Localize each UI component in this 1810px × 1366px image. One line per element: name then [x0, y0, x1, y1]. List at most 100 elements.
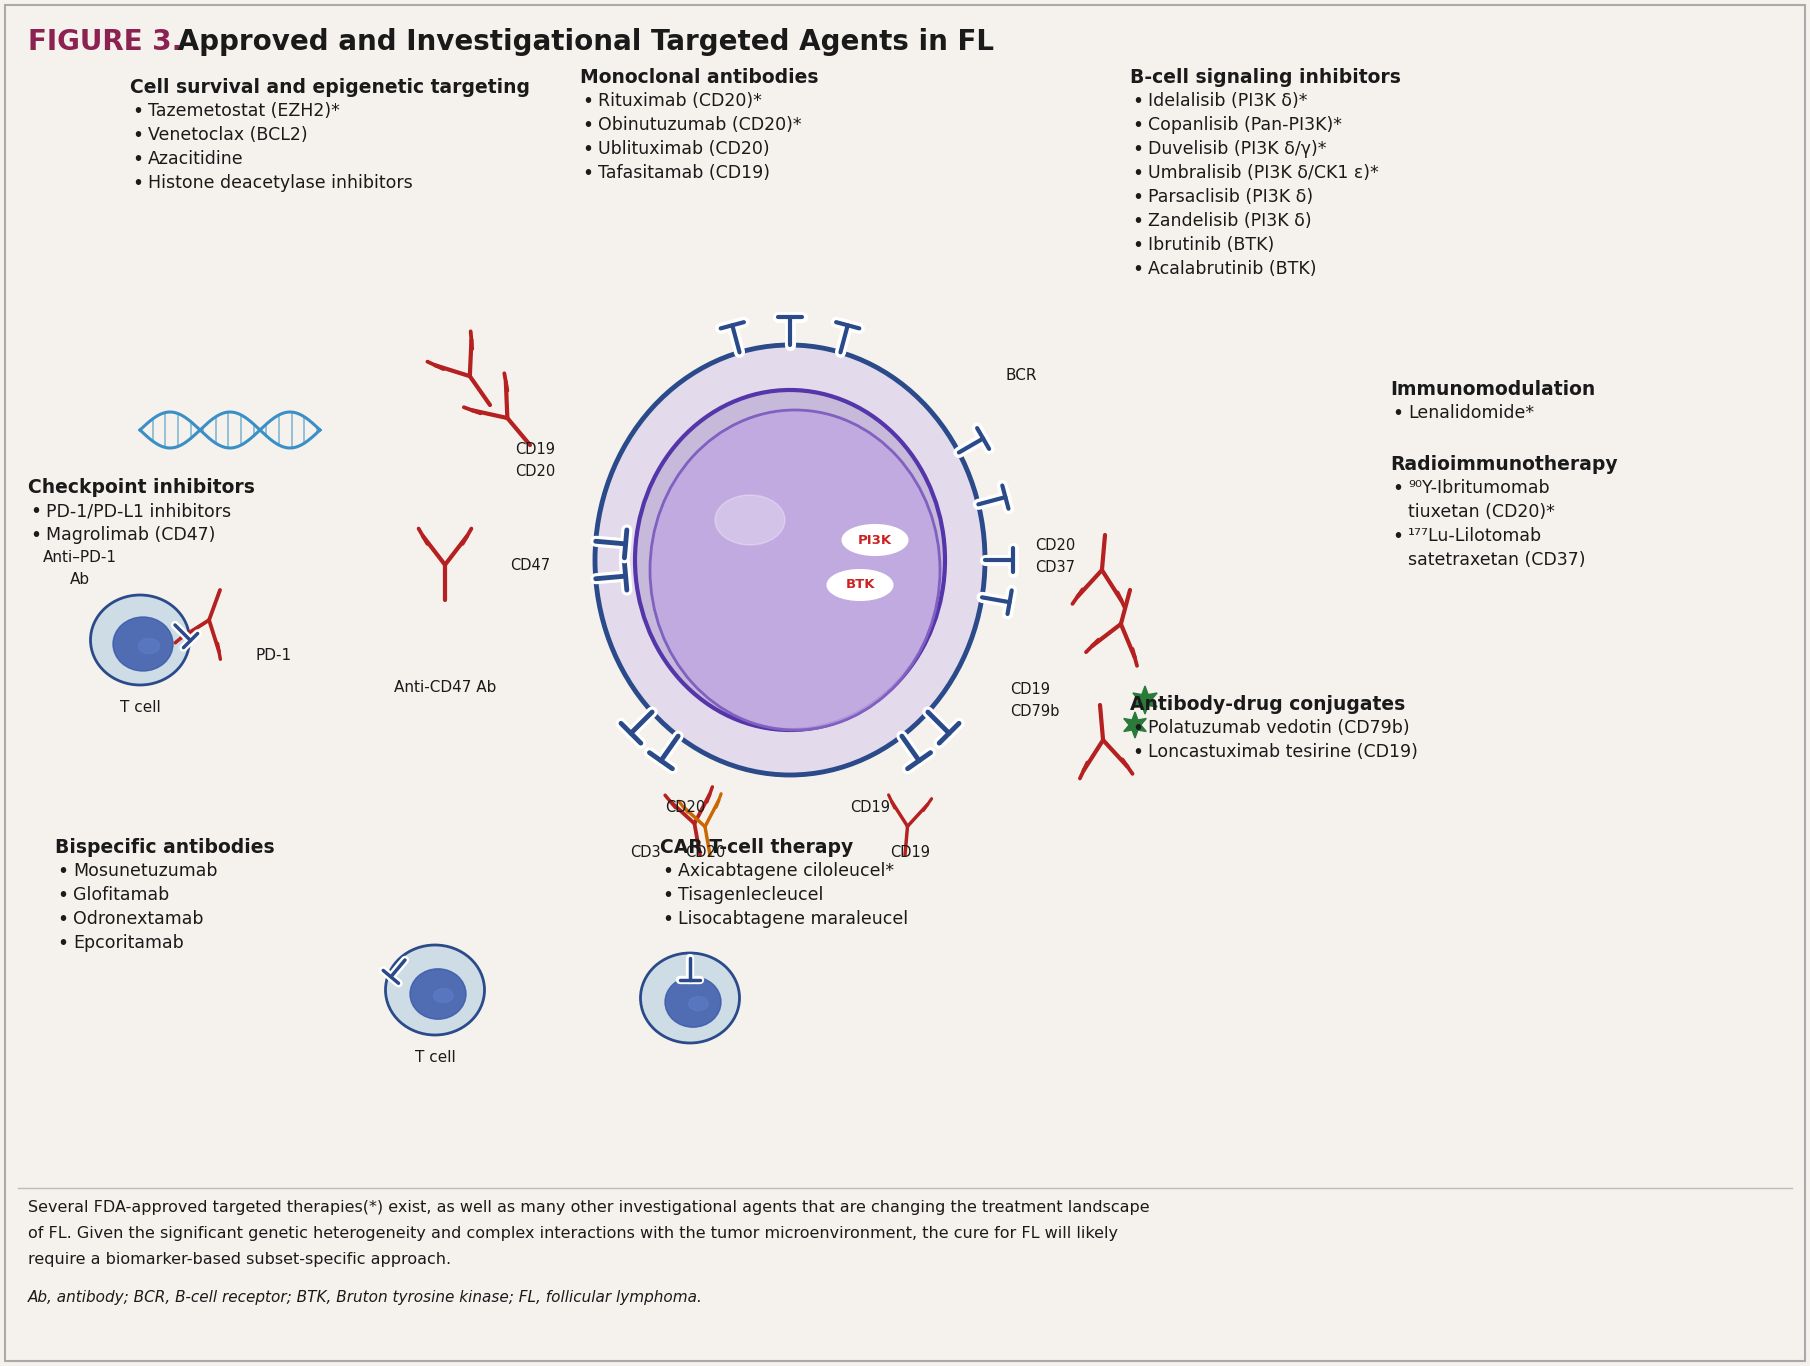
Text: Ublituximab (CD20): Ublituximab (CD20) [597, 139, 769, 158]
Text: Idelalisib (PI3K δ)*: Idelalisib (PI3K δ)* [1148, 92, 1307, 111]
Ellipse shape [595, 346, 985, 775]
Text: Anti–PD-1: Anti–PD-1 [43, 550, 118, 566]
Text: PD-1/PD-L1 inhibitors: PD-1/PD-L1 inhibitors [45, 501, 232, 520]
Text: Acalabrutinib (BTK): Acalabrutinib (BTK) [1148, 260, 1316, 279]
Text: Epcoritamab: Epcoritamab [72, 934, 185, 952]
Text: •: • [583, 116, 594, 135]
Text: Magrolimab (CD47): Magrolimab (CD47) [45, 526, 215, 544]
Text: Copanlisib (Pan-PI3K)*: Copanlisib (Pan-PI3K)* [1148, 116, 1341, 134]
Text: Polatuzumab vedotin (CD79b): Polatuzumab vedotin (CD79b) [1148, 719, 1410, 738]
Text: require a biomarker-based subset-specific approach.: require a biomarker-based subset-specifi… [27, 1253, 451, 1268]
Text: satetraxetan (CD37): satetraxetan (CD37) [1408, 550, 1586, 570]
Text: •: • [1392, 527, 1403, 546]
Text: •: • [132, 126, 143, 145]
Text: •: • [132, 173, 143, 193]
Text: Radioimmunotherapy: Radioimmunotherapy [1390, 455, 1618, 474]
Text: •: • [662, 910, 673, 929]
Text: CD19: CD19 [891, 846, 930, 861]
Text: Odronextamab: Odronextamab [72, 910, 203, 928]
Ellipse shape [434, 989, 452, 1003]
Text: Duvelisib (PI3K δ/γ)*: Duvelisib (PI3K δ/γ)* [1148, 139, 1327, 158]
Text: Immunomodulation: Immunomodulation [1390, 380, 1595, 399]
Text: B-cell signaling inhibitors: B-cell signaling inhibitors [1129, 68, 1401, 87]
Text: Ibrutinib (BTK): Ibrutinib (BTK) [1148, 236, 1274, 254]
Text: CAR T-cell therapy: CAR T-cell therapy [661, 837, 853, 856]
Ellipse shape [90, 596, 190, 684]
Text: ¹⁷⁷Lu-Lilotomab: ¹⁷⁷Lu-Lilotomab [1408, 527, 1542, 545]
Ellipse shape [635, 391, 945, 729]
Text: Monoclonal antibodies: Monoclonal antibodies [579, 68, 818, 87]
Text: Histone deacetylase inhibitors: Histone deacetylase inhibitors [148, 173, 413, 193]
Text: •: • [1131, 719, 1144, 738]
Text: CD20: CD20 [664, 800, 706, 816]
Text: •: • [56, 934, 69, 953]
Text: T cell: T cell [119, 699, 161, 714]
Ellipse shape [715, 494, 786, 545]
Text: CD19: CD19 [516, 443, 556, 458]
Text: Cell survival and epigenetic targeting: Cell survival and epigenetic targeting [130, 78, 530, 97]
Text: •: • [1392, 479, 1403, 499]
Text: •: • [1131, 212, 1144, 231]
Text: BTK: BTK [845, 578, 874, 591]
Text: Tisagenlecleucel: Tisagenlecleucel [679, 887, 824, 904]
Text: •: • [583, 164, 594, 183]
Text: Lisocabtagene maraleucel: Lisocabtagene maraleucel [679, 910, 909, 928]
Text: Glofitamab: Glofitamab [72, 887, 170, 904]
Text: •: • [56, 910, 69, 929]
Text: •: • [1131, 260, 1144, 279]
Text: •: • [56, 887, 69, 906]
Text: •: • [583, 92, 594, 111]
Text: Ab, antibody; BCR, B-cell receptor; BTK, Bruton tyrosine kinase; FL, follicular : Ab, antibody; BCR, B-cell receptor; BTK,… [27, 1290, 702, 1305]
Text: •: • [1131, 139, 1144, 158]
Text: •: • [1131, 189, 1144, 208]
Text: •: • [1131, 743, 1144, 762]
Text: Bispecific antibodies: Bispecific antibodies [54, 837, 275, 856]
Text: Venetoclax (BCL2): Venetoclax (BCL2) [148, 126, 308, 143]
Text: Several FDA-approved targeted therapies(*) exist, as well as many other investig: Several FDA-approved targeted therapies(… [27, 1199, 1149, 1214]
Text: Anti-CD47 Ab: Anti-CD47 Ab [395, 680, 496, 695]
Text: •: • [583, 139, 594, 158]
Text: •: • [1131, 92, 1144, 111]
Text: CD79b: CD79b [1010, 705, 1059, 720]
Text: •: • [56, 862, 69, 881]
Text: CD20: CD20 [514, 464, 556, 479]
Ellipse shape [664, 977, 720, 1027]
Polygon shape [1124, 712, 1146, 738]
Text: Rituximab (CD20)*: Rituximab (CD20)* [597, 92, 762, 111]
Text: Axicabtagene ciloleucel*: Axicabtagene ciloleucel* [679, 862, 894, 880]
Text: •: • [1131, 164, 1144, 183]
Ellipse shape [827, 570, 892, 600]
Text: CD20: CD20 [1035, 537, 1075, 552]
Text: Lenalidomide*: Lenalidomide* [1408, 404, 1535, 422]
Text: FIGURE 3.: FIGURE 3. [27, 27, 183, 56]
Text: CD47: CD47 [510, 557, 550, 572]
Text: Antibody-drug conjugates: Antibody-drug conjugates [1129, 695, 1405, 714]
Text: Parsaclisib (PI3K δ): Parsaclisib (PI3K δ) [1148, 189, 1312, 206]
Text: ⁹⁰Y-Ibritumomab: ⁹⁰Y-Ibritumomab [1408, 479, 1549, 497]
Ellipse shape [139, 638, 159, 653]
Polygon shape [1133, 686, 1157, 714]
Ellipse shape [842, 525, 907, 555]
Text: CD20: CD20 [684, 846, 726, 861]
Text: Tazemetostat (EZH2)*: Tazemetostat (EZH2)* [148, 102, 340, 120]
Text: CD19: CD19 [1010, 683, 1050, 698]
Text: •: • [31, 526, 42, 545]
Text: tiuxetan (CD20)*: tiuxetan (CD20)* [1408, 503, 1555, 520]
Text: Tafasitamab (CD19): Tafasitamab (CD19) [597, 164, 769, 182]
Text: Loncastuximab tesirine (CD19): Loncastuximab tesirine (CD19) [1148, 743, 1417, 761]
Text: CD37: CD37 [1035, 560, 1075, 575]
Text: T cell: T cell [414, 1050, 456, 1065]
Text: Checkpoint inhibitors: Checkpoint inhibitors [27, 478, 255, 497]
Text: Ab: Ab [71, 572, 90, 587]
Text: of FL. Given the significant genetic heterogeneity and complex interactions with: of FL. Given the significant genetic het… [27, 1227, 1119, 1240]
Ellipse shape [411, 968, 465, 1019]
Ellipse shape [688, 997, 708, 1011]
Ellipse shape [386, 945, 485, 1035]
Text: •: • [31, 501, 42, 520]
Text: Approved and Investigational Targeted Agents in FL: Approved and Investigational Targeted Ag… [168, 27, 994, 56]
Text: •: • [1131, 116, 1144, 135]
Text: •: • [132, 102, 143, 122]
Text: PD-1: PD-1 [255, 647, 291, 663]
Text: CD3: CD3 [630, 846, 661, 861]
Text: •: • [1131, 236, 1144, 255]
